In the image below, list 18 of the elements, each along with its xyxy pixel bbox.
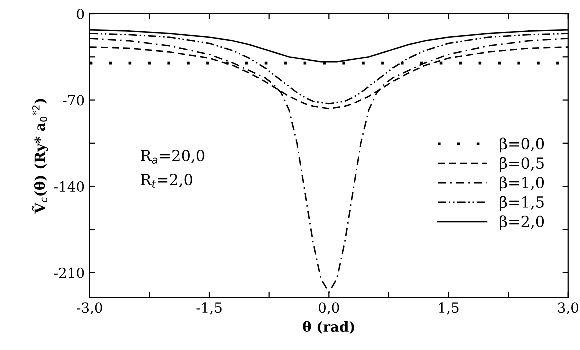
y-tick-label: -70 — [63, 95, 84, 106]
x-axis-title: θ (rad) — [303, 321, 354, 334]
annotation: R$_{a}$=20,0 — [140, 150, 205, 164]
legend-label: β=2,0 — [500, 216, 544, 230]
x-tick-label: -1,5 — [196, 302, 222, 315]
legend-label: β=0,5 — [500, 157, 544, 172]
x-tick-label: 0,0 — [319, 302, 340, 315]
legend-label: β=1,0 — [500, 176, 544, 192]
y-tick-label: 0 — [77, 8, 84, 20]
annotation: R$_{t}$=2,0 — [140, 174, 192, 188]
legend-label: β=0,0 — [500, 138, 544, 153]
x-tick-label: 1,5 — [439, 302, 459, 315]
y-tick-label: -140 — [54, 182, 84, 192]
y-tick-label: -210 — [54, 268, 84, 278]
legend-label: β=1,5 — [500, 196, 544, 211]
x-tick-label: -3,0 — [77, 302, 102, 315]
x-tick-label: 3,0 — [558, 302, 579, 315]
y-axis-title: Ṽ$_{c}$(θ) (Ry* a$_{0}$$^{*2}$) — [32, 99, 48, 214]
